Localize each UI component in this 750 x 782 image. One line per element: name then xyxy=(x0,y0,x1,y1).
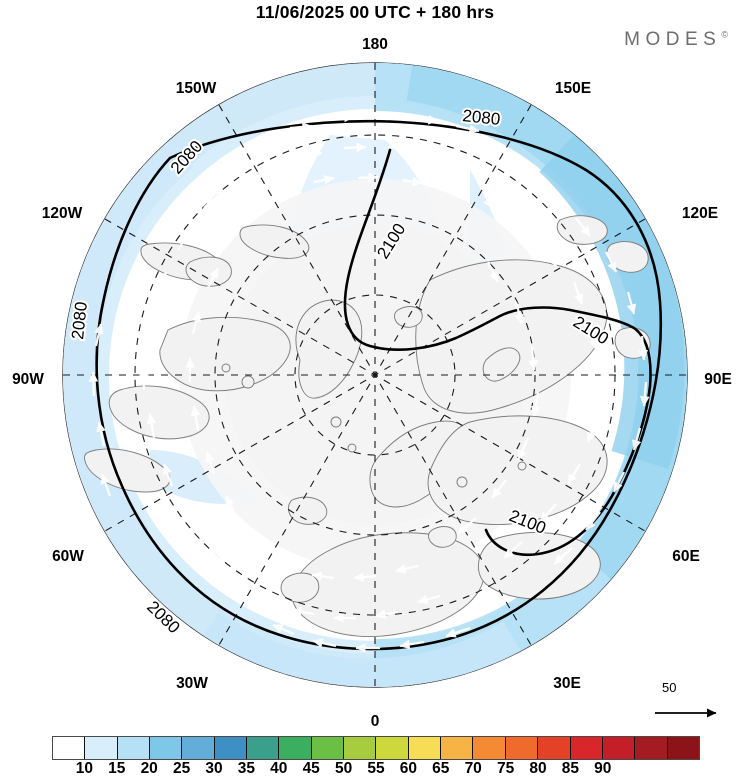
colorbar-cell xyxy=(247,737,280,759)
colorbar-tick-label: 40 xyxy=(270,760,288,777)
colorbar-tick-label: 30 xyxy=(205,760,223,777)
colorbar-tick-label: 55 xyxy=(367,760,385,777)
colorbar-tick-label: 25 xyxy=(172,760,191,777)
colorbar-tick-label: 35 xyxy=(237,760,256,777)
lon-label-150e: 150E xyxy=(554,80,592,97)
lon-label-30e: 30E xyxy=(553,675,581,692)
colorbar-cell xyxy=(635,737,668,759)
polar-map[interactable]: 2080 2080 2080 2080 2100 2100 2100 xyxy=(0,30,750,720)
lon-label-180: 180 xyxy=(362,36,388,53)
map-svg[interactable]: 2080 2080 2080 2080 2100 2100 2100 xyxy=(0,30,750,720)
lon-label-30w: 30W xyxy=(176,675,208,692)
colorbar-cell xyxy=(570,737,603,759)
modes-logo: MODES© xyxy=(624,29,728,51)
colorbar-cell xyxy=(53,737,86,759)
colorbar-cell xyxy=(311,737,345,759)
colorbar-cell xyxy=(279,737,312,759)
colorbar-tick-label: 45 xyxy=(302,760,320,777)
meridians xyxy=(63,63,687,687)
colorbar-tick-label: 75 xyxy=(496,760,515,777)
colorbar-cell xyxy=(408,737,442,759)
colorbar-cell xyxy=(150,737,183,759)
colorbar-tick-label: 65 xyxy=(432,760,450,777)
colorbar-cell xyxy=(441,737,474,759)
colorbar-tick-label: 60 xyxy=(399,760,418,777)
lon-label-0: 0 xyxy=(370,713,380,730)
lon-label-90e: 90E xyxy=(704,371,732,388)
colorbar-cell xyxy=(602,737,636,759)
colorbar-tick-label: 50 xyxy=(334,760,353,777)
contour-label-2080-top: 2080 xyxy=(462,106,502,129)
colorbar-cell xyxy=(667,737,699,759)
colorbar-tick-label: 80 xyxy=(529,760,547,777)
wind-vectors xyxy=(88,110,650,653)
lon-label-120w: 120W xyxy=(41,205,83,222)
colorbar-tick-label: 85 xyxy=(561,760,580,777)
colorbar-cell xyxy=(182,737,215,759)
colorbar-ticks: 10 15 20 25 30 35 40 45 50 55 60 65 70 75 80 85 90 xyxy=(52,760,700,782)
wind-scale-label: 50 xyxy=(662,680,677,695)
contour-label-2080-w: 2080 xyxy=(68,301,91,341)
page-title: 11/06/2025 00 UTC + 180 hrs xyxy=(255,2,495,22)
lon-label-60e: 60E xyxy=(672,548,700,565)
lon-label-90w: 90W xyxy=(12,371,44,388)
colorbar-cell xyxy=(117,737,151,759)
colorbar-cell xyxy=(344,737,377,759)
colorbar-tick-label: 70 xyxy=(464,760,482,777)
lon-label-120e: 120E xyxy=(681,205,719,222)
colorbar-tick-label: 10 xyxy=(75,760,94,777)
lon-label-150w: 150W xyxy=(175,80,217,97)
colorbar-tick-label: 15 xyxy=(108,760,126,777)
colorbar-cell xyxy=(376,737,409,759)
lon-label-60w: 60W xyxy=(52,548,84,565)
colorbar-cell xyxy=(538,737,571,759)
colorbar-cell xyxy=(85,737,118,759)
colorbar-cell xyxy=(214,737,248,759)
colorbar-tick-label: 20 xyxy=(140,760,158,777)
copyright-mark: © xyxy=(721,29,728,40)
colorbar-tick-label: 90 xyxy=(594,760,612,777)
colorbar-cell xyxy=(505,737,539,759)
colorbar[interactable] xyxy=(52,736,700,760)
brand-text: MODES xyxy=(624,29,722,50)
contour-2080 xyxy=(95,119,663,651)
colorbar-cell xyxy=(473,737,506,759)
